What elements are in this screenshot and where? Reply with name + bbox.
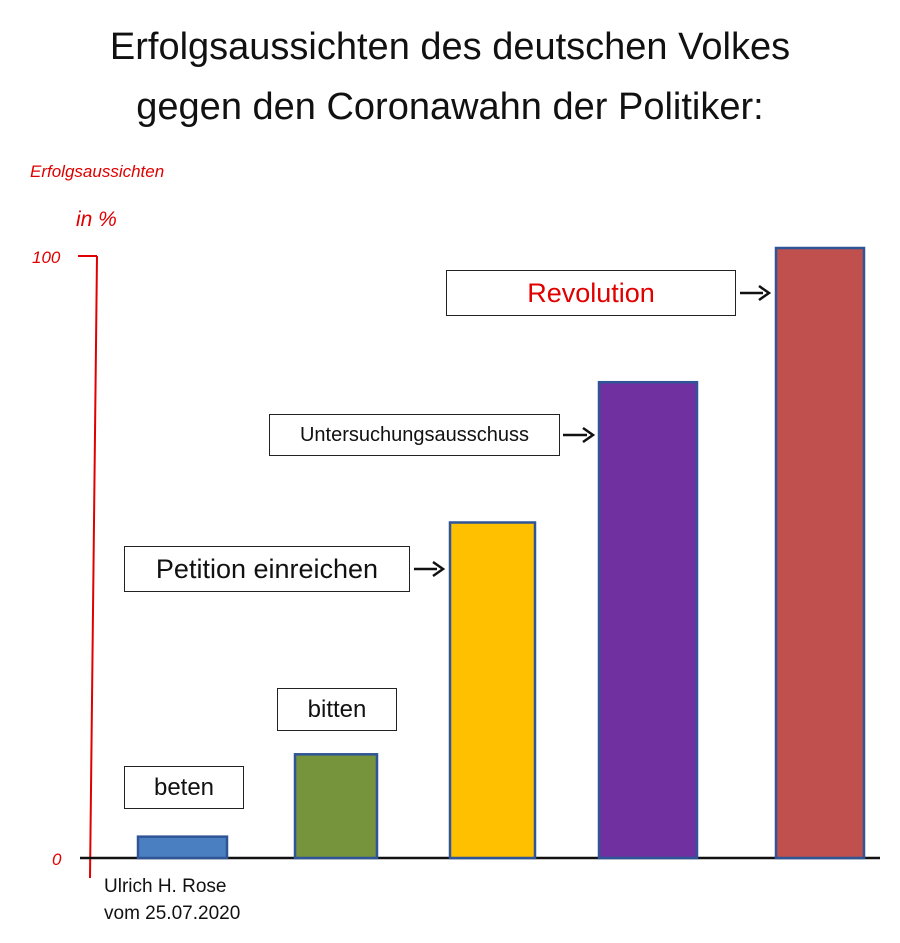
bar-label-untersuchungsausschuss: Untersuchungsausschuss (269, 414, 560, 456)
bar-revolution (774, 246, 866, 860)
bar-beten (136, 835, 229, 860)
arrow-untersuchungsausschuss (563, 426, 596, 444)
bar-petition-einreichen (448, 521, 537, 860)
y-axis-line (89, 255, 98, 879)
chart-title-line-2: gegen den Coronawahn der Politiker: (136, 86, 764, 128)
y-axis-label-line-1: Erfolgsaussichten (30, 162, 165, 181)
chart-title-line-1: Erfolgsaussichten des deutschen Volkes (109, 26, 791, 68)
bar-label-petition-einreichen: Petition einreichen (124, 546, 410, 592)
arrow-revolution (740, 284, 772, 302)
bar-label-beten: beten (124, 766, 244, 809)
bar-bitten (293, 753, 379, 860)
bar-label-bitten: bitten (277, 688, 397, 731)
bar-untersuchungsausschuss (597, 380, 699, 860)
author-date: vom 25.07.2020 (104, 903, 241, 924)
y-tick-label-0: 0 (52, 850, 62, 869)
arrow-petition-einreichen (414, 560, 446, 578)
author-credit: Ulrich H. Rose (104, 876, 227, 897)
bar-label-revolution: Revolution (446, 270, 736, 316)
y-axis-label-line-2: in % (76, 208, 117, 231)
y-tick-label-100: 100 (32, 248, 61, 267)
